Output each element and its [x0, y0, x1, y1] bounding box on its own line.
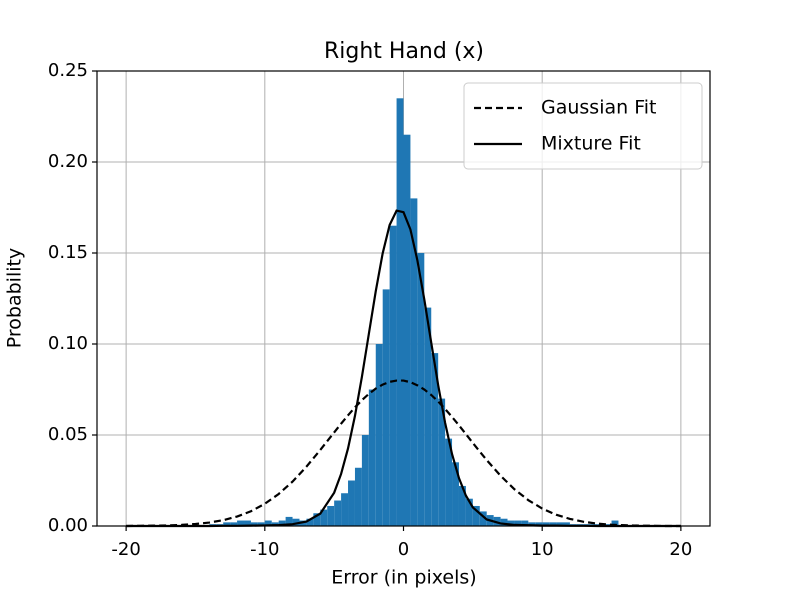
y-axis-label: Probability [4, 248, 26, 348]
histogram-bar [382, 289, 390, 526]
histogram-bar [431, 353, 439, 526]
histogram-bar [334, 500, 342, 526]
x-tick-label: -20 [111, 539, 140, 560]
histogram-bar [507, 520, 515, 526]
histogram-bar [278, 520, 286, 526]
histogram-bar [465, 498, 473, 526]
histogram-bar [389, 225, 397, 526]
histogram-bar [354, 467, 362, 526]
histogram-bar [458, 485, 466, 526]
legend-box [463, 82, 703, 170]
y-tick-label: 0.10 [48, 333, 88, 354]
histogram-bar [237, 520, 245, 526]
histogram-bar [611, 520, 619, 526]
legend-label: Mixture Fit [541, 133, 641, 155]
legend-label: Gaussian Fit [541, 97, 656, 119]
histogram-bar [292, 518, 300, 526]
histogram-bar [313, 513, 321, 526]
y-tick-label: 0.25 [48, 60, 88, 81]
histogram-bar [375, 344, 383, 526]
histogram-bar [410, 198, 418, 526]
histogram-bar [562, 522, 570, 526]
histogram-bar [556, 522, 563, 526]
y-tick-label: 0.00 [48, 515, 88, 536]
histogram-bar [542, 522, 550, 526]
histogram-bar [368, 389, 376, 526]
histogram-bar [244, 520, 251, 526]
histogram-bar [306, 518, 314, 526]
histogram-bar [361, 435, 369, 526]
x-tick-label: 0 [398, 539, 409, 560]
histogram-bar [528, 522, 536, 526]
histogram-bar [396, 98, 404, 527]
histogram-bar [230, 522, 238, 526]
histogram-bar [549, 522, 557, 526]
y-tick-label: 0.05 [48, 424, 88, 445]
x-axis-label: Error (in pixels) [331, 567, 476, 589]
x-tick-label: 20 [669, 539, 692, 560]
histogram-bar [417, 253, 425, 526]
histogram-bar [320, 509, 328, 526]
histogram-bar [223, 522, 231, 526]
histogram-bar [521, 520, 529, 526]
histogram-bar [285, 516, 293, 526]
histogram-bar [535, 522, 543, 526]
histogram-bar [438, 398, 446, 526]
chart-title: Right Hand (x) [324, 39, 484, 64]
histogram-bar [250, 522, 258, 526]
histogram-bar [514, 520, 522, 526]
histogram-bar [257, 522, 265, 526]
histogram-bar [341, 493, 349, 526]
x-tick-label: -10 [250, 539, 279, 560]
fit-line [126, 379, 681, 528]
histogram-bar [452, 462, 459, 526]
y-tick-label: 0.15 [48, 242, 88, 263]
histogram-bar [500, 518, 508, 526]
histogram-bar [472, 505, 480, 526]
x-tick-label: 10 [531, 539, 554, 560]
histogram-bar [264, 520, 272, 526]
histogram-bar [327, 505, 335, 526]
histogram-bar [403, 134, 411, 526]
histogram-bar [445, 438, 453, 526]
y-tick-label: 0.20 [48, 151, 88, 172]
histogram-bar [348, 480, 355, 526]
histogram-bar [479, 511, 487, 526]
histogram-bar [424, 307, 432, 526]
